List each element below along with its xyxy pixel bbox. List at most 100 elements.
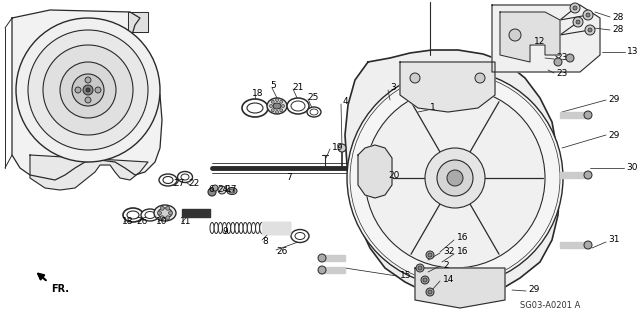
- Text: 15: 15: [400, 271, 412, 279]
- Ellipse shape: [227, 188, 237, 195]
- Text: 14: 14: [443, 276, 454, 285]
- Text: 3: 3: [390, 84, 396, 93]
- Ellipse shape: [295, 233, 305, 240]
- Circle shape: [338, 144, 346, 152]
- Circle shape: [160, 216, 164, 220]
- Ellipse shape: [247, 222, 252, 234]
- Circle shape: [212, 185, 218, 191]
- Polygon shape: [358, 145, 392, 198]
- Circle shape: [573, 17, 583, 27]
- Circle shape: [447, 170, 463, 186]
- Circle shape: [586, 13, 590, 17]
- Polygon shape: [262, 222, 290, 234]
- Text: 2: 2: [443, 261, 449, 270]
- Circle shape: [85, 97, 91, 103]
- Circle shape: [280, 109, 283, 112]
- Text: SG03-A0201 A: SG03-A0201 A: [520, 300, 580, 309]
- Ellipse shape: [267, 98, 287, 114]
- Ellipse shape: [291, 229, 309, 242]
- Ellipse shape: [123, 208, 143, 222]
- Ellipse shape: [229, 189, 235, 193]
- Ellipse shape: [273, 103, 281, 109]
- Polygon shape: [320, 267, 345, 273]
- Ellipse shape: [242, 99, 268, 117]
- Polygon shape: [500, 12, 560, 62]
- Circle shape: [60, 62, 116, 118]
- Circle shape: [426, 251, 434, 259]
- Polygon shape: [560, 242, 590, 248]
- Ellipse shape: [127, 211, 139, 219]
- Circle shape: [347, 70, 563, 286]
- Polygon shape: [30, 155, 148, 190]
- Ellipse shape: [158, 208, 172, 218]
- Circle shape: [509, 29, 521, 41]
- Ellipse shape: [260, 222, 264, 234]
- Circle shape: [43, 45, 133, 135]
- Circle shape: [269, 105, 273, 108]
- Polygon shape: [12, 10, 162, 180]
- Circle shape: [584, 171, 592, 179]
- Circle shape: [218, 186, 226, 194]
- Text: 16: 16: [457, 248, 468, 256]
- Ellipse shape: [235, 222, 239, 234]
- Ellipse shape: [264, 222, 268, 234]
- Text: 22: 22: [188, 179, 199, 188]
- Circle shape: [271, 109, 275, 112]
- Ellipse shape: [154, 205, 176, 221]
- Text: 21: 21: [292, 83, 303, 92]
- Ellipse shape: [252, 222, 255, 234]
- Circle shape: [166, 206, 170, 210]
- Text: 25: 25: [307, 93, 318, 101]
- Text: 8: 8: [262, 238, 268, 247]
- Text: 18: 18: [122, 218, 134, 226]
- Circle shape: [85, 77, 91, 83]
- Ellipse shape: [243, 222, 247, 234]
- Circle shape: [583, 10, 593, 20]
- Circle shape: [410, 73, 420, 83]
- Circle shape: [275, 99, 278, 101]
- Text: 12: 12: [534, 38, 545, 47]
- Text: 32: 32: [443, 248, 454, 256]
- Circle shape: [428, 253, 432, 257]
- Circle shape: [275, 110, 278, 114]
- Circle shape: [584, 241, 592, 249]
- Circle shape: [208, 188, 216, 196]
- Text: 24: 24: [217, 186, 228, 195]
- Circle shape: [72, 74, 104, 106]
- Ellipse shape: [218, 222, 223, 234]
- Ellipse shape: [141, 209, 159, 221]
- Text: 26: 26: [136, 218, 147, 226]
- Circle shape: [588, 28, 592, 32]
- Text: 31: 31: [608, 235, 620, 244]
- Circle shape: [166, 216, 170, 220]
- Circle shape: [16, 18, 160, 162]
- Text: 27: 27: [173, 179, 184, 188]
- Text: 16: 16: [457, 234, 468, 242]
- Text: 10: 10: [156, 218, 168, 226]
- Polygon shape: [415, 268, 505, 308]
- Text: 9: 9: [222, 227, 228, 236]
- Text: 29: 29: [608, 95, 620, 105]
- Circle shape: [573, 6, 577, 10]
- Circle shape: [168, 211, 173, 215]
- Ellipse shape: [310, 109, 318, 115]
- Text: 18: 18: [252, 88, 264, 98]
- Ellipse shape: [210, 222, 214, 234]
- Ellipse shape: [177, 172, 193, 182]
- Ellipse shape: [307, 107, 321, 117]
- Circle shape: [318, 266, 326, 274]
- Circle shape: [160, 206, 164, 210]
- Circle shape: [28, 30, 148, 150]
- Ellipse shape: [291, 101, 305, 111]
- Text: FR.: FR.: [51, 284, 69, 294]
- Circle shape: [421, 276, 429, 284]
- Polygon shape: [560, 172, 590, 178]
- Ellipse shape: [230, 222, 235, 234]
- Polygon shape: [345, 50, 560, 298]
- Text: 23: 23: [556, 54, 568, 63]
- Circle shape: [86, 88, 90, 92]
- Ellipse shape: [214, 222, 218, 234]
- Text: 1: 1: [430, 103, 436, 113]
- Circle shape: [75, 87, 81, 93]
- Circle shape: [426, 288, 434, 296]
